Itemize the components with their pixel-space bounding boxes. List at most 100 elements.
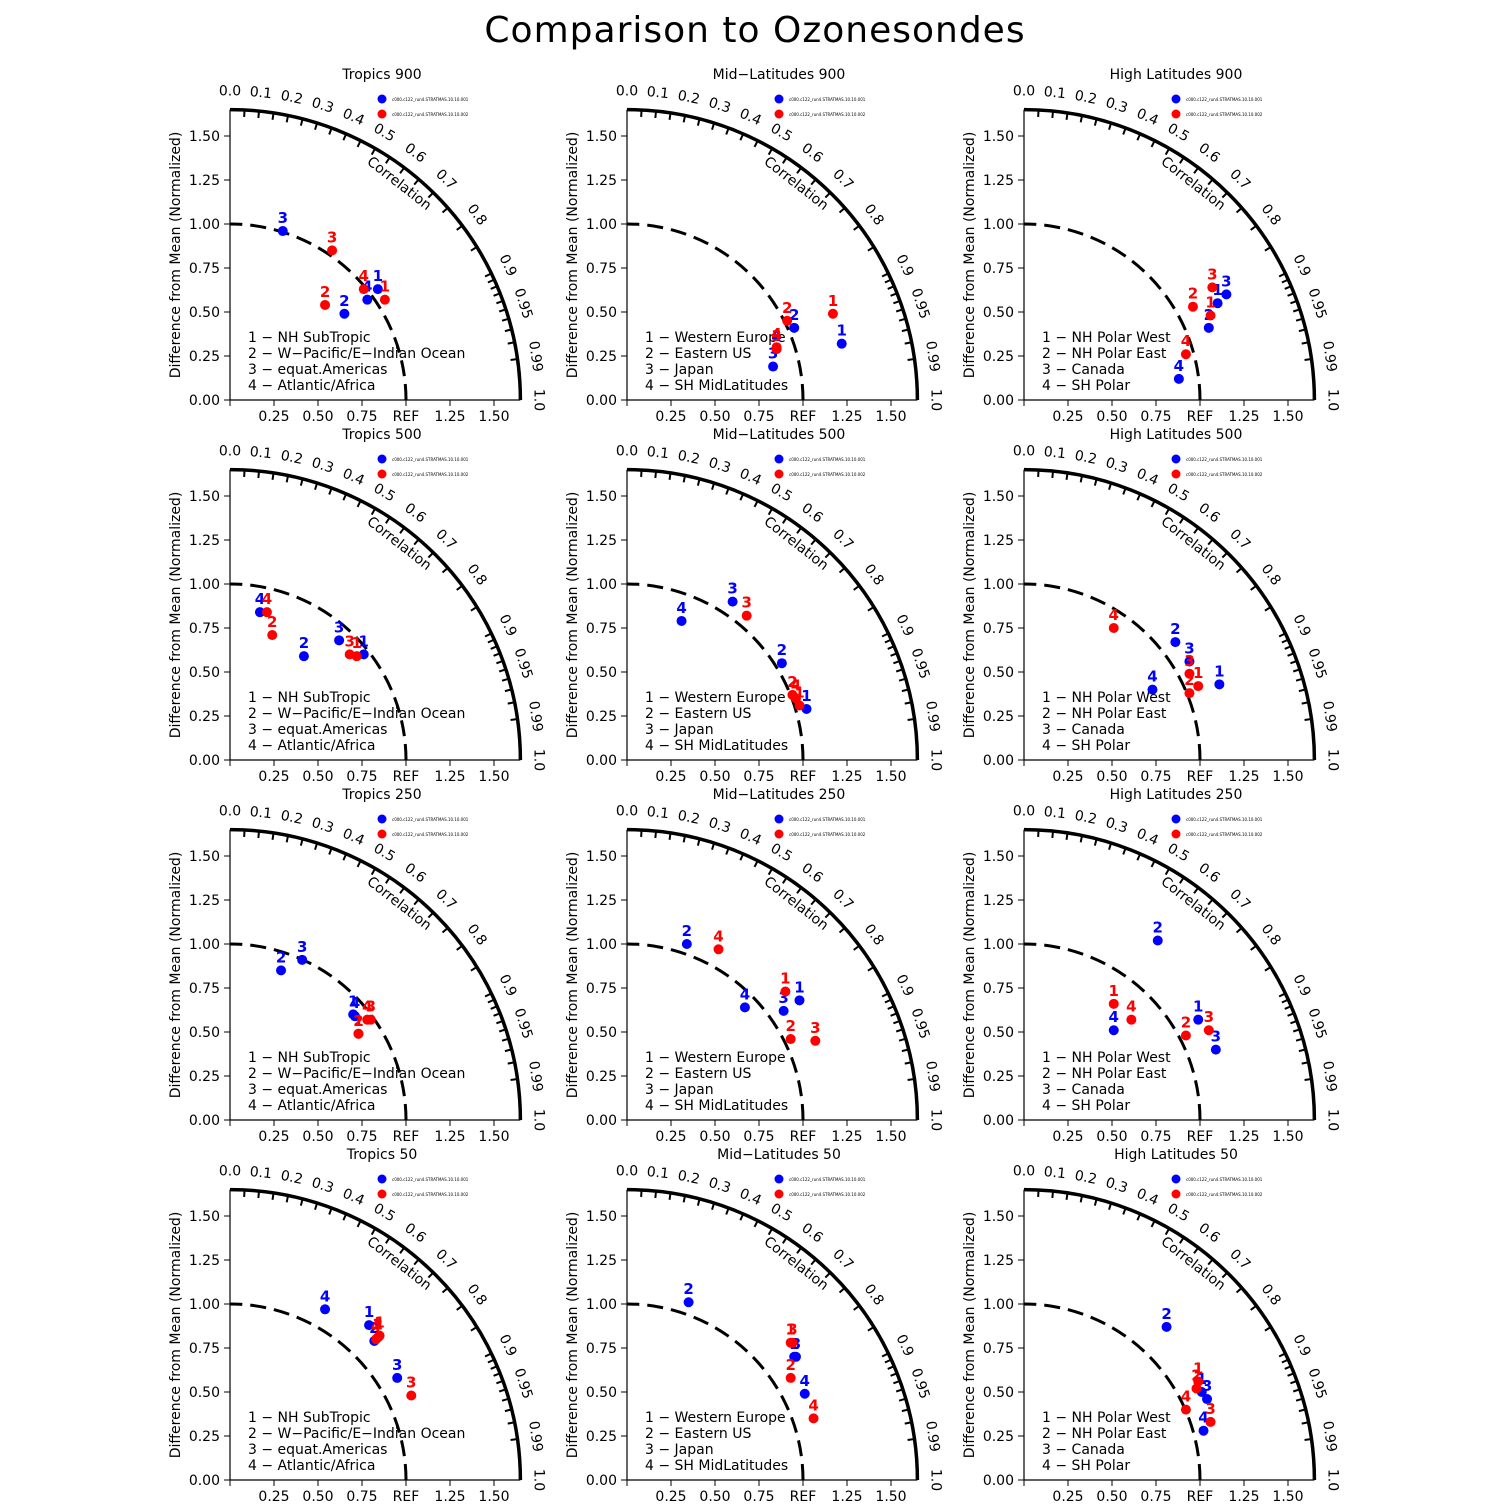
data-point: [353, 1028, 364, 1039]
legend-series-label: c000.c122_run4.STRATMAS.10.10.001: [392, 97, 469, 102]
data-point: [713, 944, 724, 955]
taylor-panel: High Latitudes 500 Difference from Mean (…: [962, 427, 1340, 785]
data-point-label: 4: [1198, 1409, 1208, 1427]
y-tick-label: 1.25: [983, 1253, 1014, 1269]
y-tick-label: 1.50: [983, 129, 1014, 145]
corr-tick: [342, 493, 348, 501]
y-tick-label: 1.25: [189, 1253, 220, 1269]
data-point-label: 4: [359, 267, 369, 285]
legend-series-label: c000.c122_run4.STRATMAS.10.10.001: [1186, 1177, 1263, 1182]
legend-series-label: c000.c122_run4.STRATMAS.10.10.001: [789, 1177, 866, 1182]
corr-tick: [682, 475, 687, 483]
corr-tick: [356, 1220, 362, 1228]
corr-tick: [501, 677, 510, 682]
corr-tick: [881, 632, 889, 638]
corr-label: 0.95: [1305, 1006, 1330, 1041]
data-point: [1170, 637, 1181, 648]
corr-tick: [1122, 487, 1127, 495]
corr-tick: [413, 178, 420, 186]
x-tick-label: 0.50: [699, 409, 730, 425]
corr-label: 0.95: [908, 1006, 933, 1041]
corr-tick: [1193, 887, 1200, 894]
region-legend-item: 3 − Canada: [1042, 1442, 1125, 1458]
x-tick-label: 0.25: [1052, 769, 1083, 785]
y-tick-label: 0.25: [189, 1429, 220, 1445]
data-point-label: 1: [794, 978, 804, 996]
x-tick-label: 0.50: [302, 409, 333, 425]
corr-tick: [1304, 358, 1312, 362]
data-point: [827, 308, 838, 319]
y-tick-label: 1.25: [983, 173, 1014, 189]
corr-tick: [487, 638, 495, 644]
corr-tick: [1235, 1287, 1243, 1294]
corr-label: 0.99: [1319, 340, 1339, 373]
legend-marker: [377, 94, 387, 104]
corr-label: 0.1: [249, 444, 273, 462]
region-legend-item: 4 − SH MidLatitudes: [645, 378, 788, 394]
region-legend-item: 4 − Atlantic/Africa: [248, 738, 375, 754]
x-tick-label: 0.25: [258, 769, 289, 785]
y-tick-label: 0.25: [586, 1429, 617, 1445]
corr-label: 0.1: [249, 84, 273, 102]
data-point-label: 2: [789, 306, 799, 324]
data-point-label: 2: [276, 948, 286, 966]
y-tick-label: 1.00: [189, 1297, 220, 1313]
data-point: [392, 1372, 403, 1383]
corr-label: 0.8: [1258, 201, 1284, 228]
x-tick-label: 1.25: [831, 1489, 862, 1505]
corr-tick: [901, 328, 909, 333]
corr-tick: [1295, 677, 1304, 682]
taylor-panel: Tropics 900 Difference from Mean (Normali…: [168, 67, 546, 425]
panel-title: Tropics 50: [346, 1147, 418, 1163]
corr-label: 0.4: [340, 826, 367, 850]
corr-tick: [1150, 860, 1156, 868]
y-tick-label: 0.50: [983, 305, 1014, 321]
corr-label: 0.95: [908, 286, 933, 321]
corr-label: 0.99: [922, 1060, 942, 1093]
corr-tick: [654, 110, 658, 119]
region-legend-item: 3 − Japan: [645, 362, 714, 378]
corr-label: 0.6: [401, 860, 428, 886]
data-point: [739, 1002, 750, 1013]
corr-tick: [484, 1352, 492, 1358]
corr-tick: [504, 1408, 512, 1413]
corr-tick: [257, 470, 261, 479]
corr-tick: [1235, 927, 1243, 934]
y-tick-label: 1.50: [189, 489, 220, 505]
corr-tick: [507, 701, 515, 705]
corr-label: 0.4: [1134, 826, 1161, 850]
corr-label: 0.4: [340, 106, 367, 130]
corr-tick: [898, 317, 907, 322]
corr-label: 0.0: [616, 1164, 638, 1180]
y-tick-label: 0.75: [983, 621, 1014, 637]
corr-label: 0.5: [768, 120, 795, 145]
y-tick-label: 0.00: [983, 1473, 1014, 1489]
y-tick-label: 1.50: [983, 849, 1014, 865]
corr-label: 0.8: [1258, 561, 1284, 588]
corr-label: 0.2: [279, 88, 304, 108]
data-point: [1214, 679, 1225, 690]
x-tick-label: 0.50: [699, 769, 730, 785]
corr-label: 1.0: [1324, 1109, 1340, 1131]
data-point: [297, 954, 308, 965]
region-legend-item: 4 − SH MidLatitudes: [645, 738, 788, 754]
corr-label: 0.99: [525, 700, 545, 733]
corr-label: 0.5: [1165, 840, 1192, 865]
corr-label: 0.3: [707, 455, 733, 477]
legend-marker: [1171, 814, 1181, 824]
reference-arc: [1023, 942, 1202, 1121]
corr-label: 0.2: [279, 1168, 304, 1188]
data-point-label: 3: [392, 1356, 402, 1374]
region-legend-item: 2 − NH Polar East: [1042, 706, 1167, 722]
data-point-label: 4: [1181, 332, 1191, 350]
legend-series-label: c000.c122_run4.STRATMAS.10.10.002: [1186, 472, 1263, 477]
corr-tick: [441, 1287, 449, 1294]
data-point-label: 4: [676, 599, 686, 617]
y-tick-label: 0.25: [189, 349, 220, 365]
corr-label: 1.0: [530, 1109, 546, 1131]
corr-tick: [1193, 167, 1200, 174]
legend-series-label: c000.c122_run4.STRATMAS.10.10.001: [1186, 817, 1263, 822]
corr-label: 0.8: [861, 561, 887, 588]
y-tick-label: 0.75: [586, 1341, 617, 1357]
region-legend-item: 4 − SH Polar: [1042, 1458, 1130, 1474]
